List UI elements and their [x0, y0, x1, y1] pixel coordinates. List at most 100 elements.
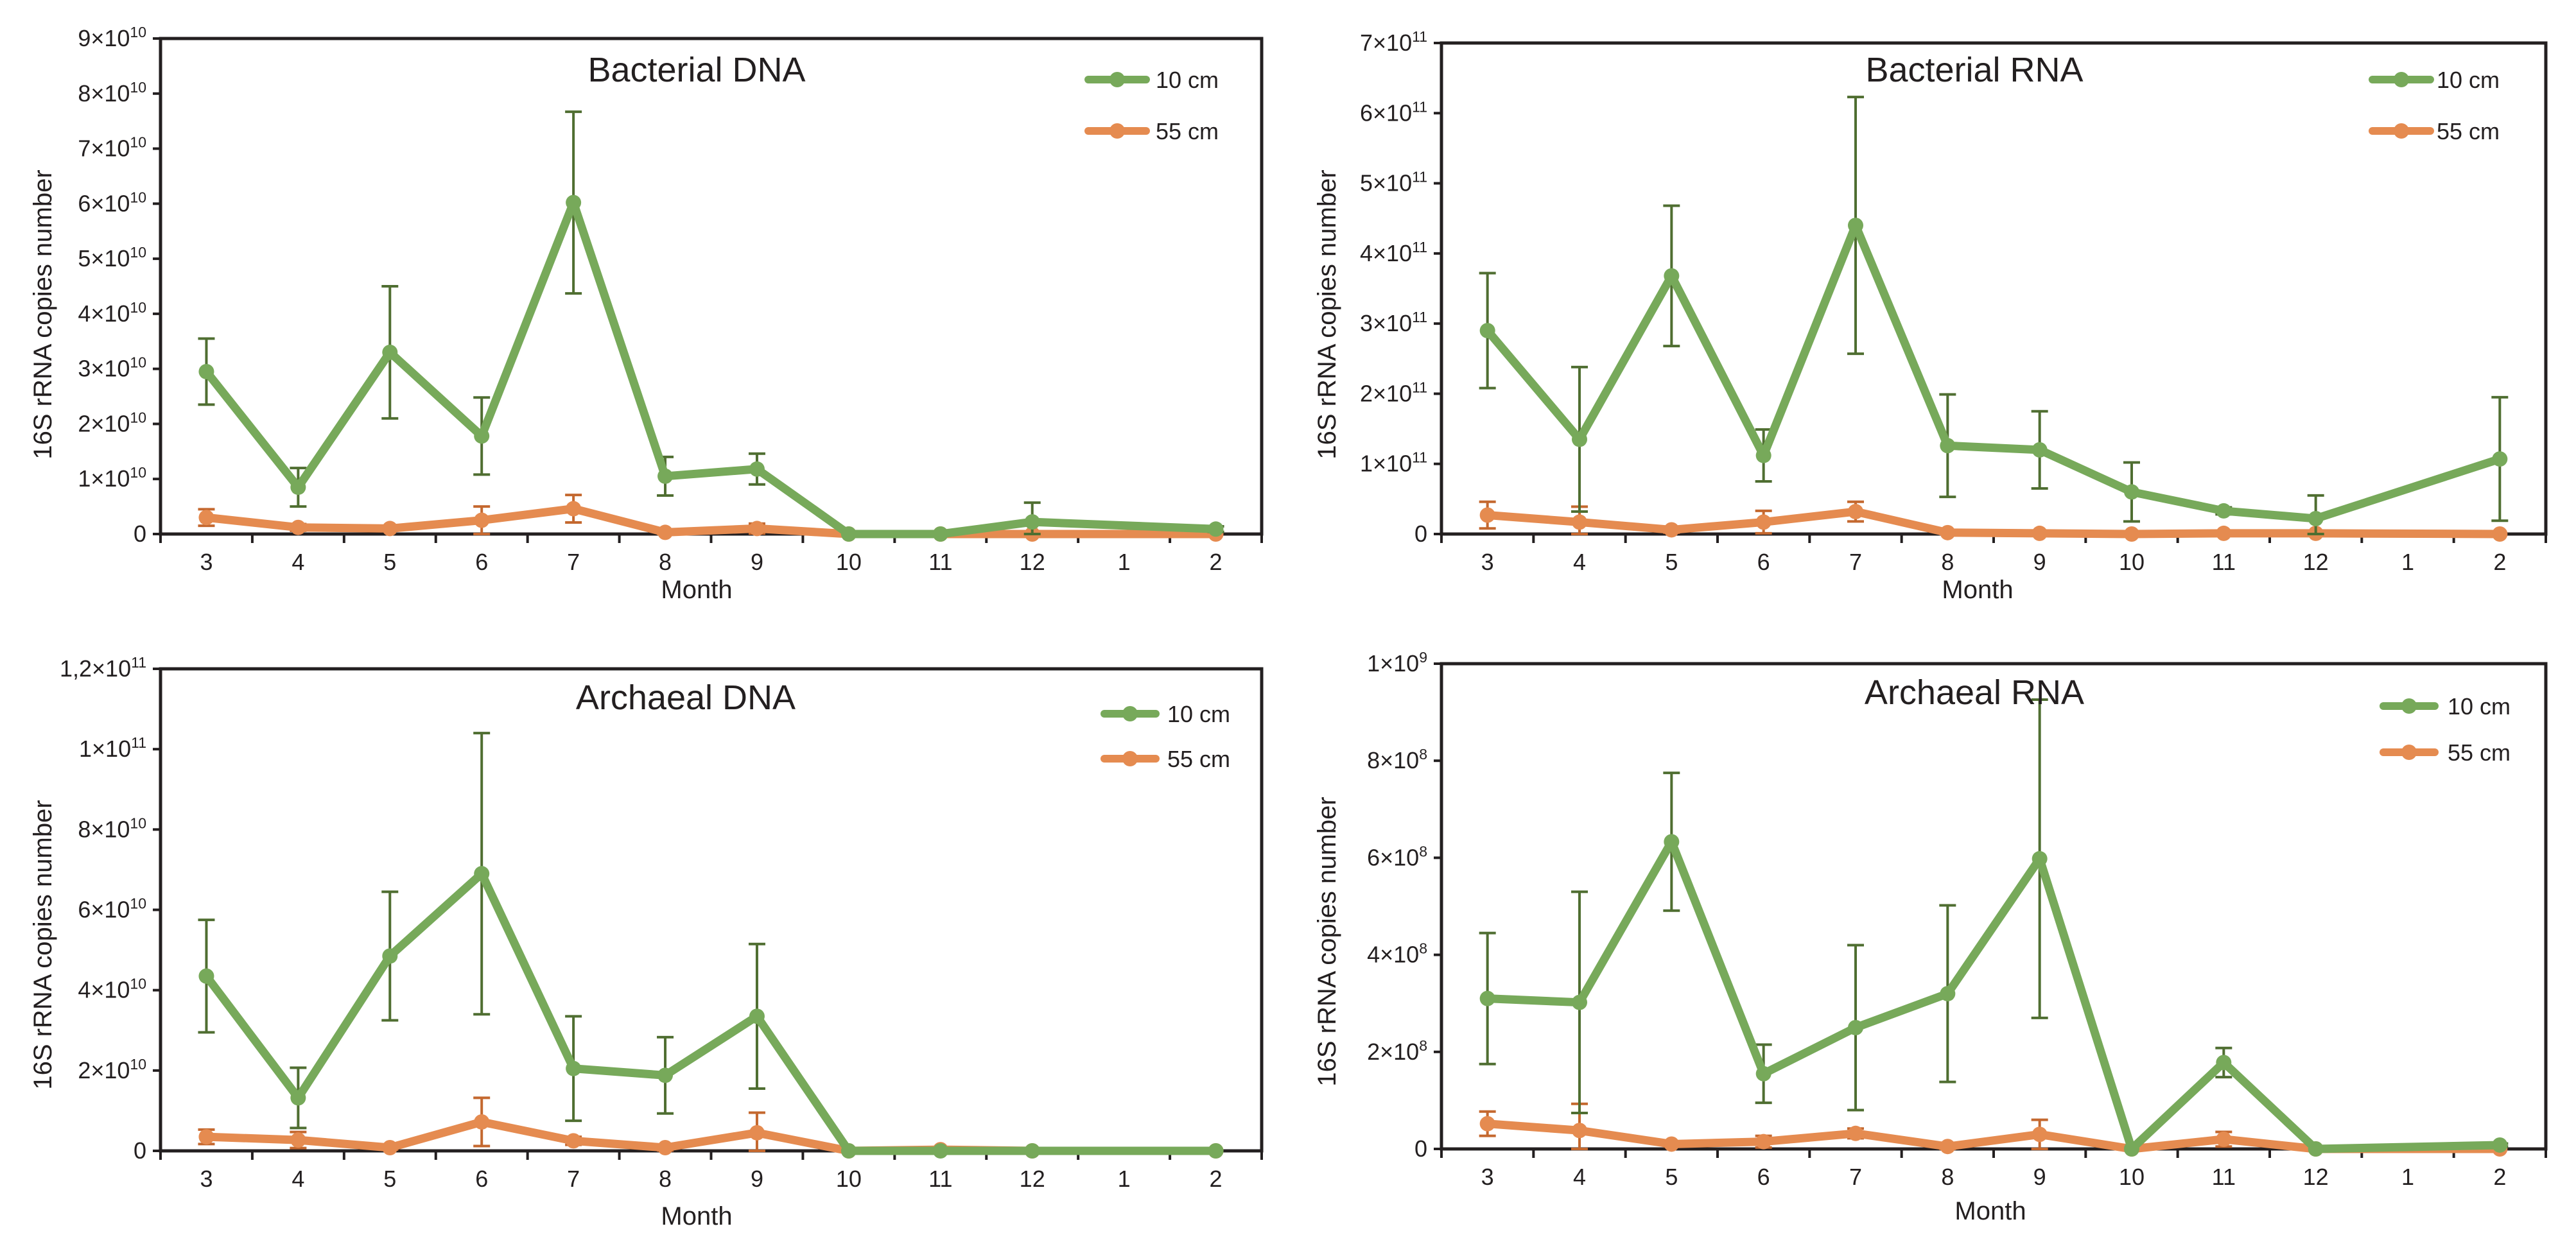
- y-tick-label: 2×1011: [1360, 379, 1427, 406]
- x-tick-label: 12: [2303, 1164, 2329, 1190]
- x-tick-label: 2: [1210, 549, 1223, 575]
- series-10cm: [198, 732, 1224, 1159]
- legend: 10 cm 55 cm: [2369, 67, 2500, 144]
- data-point: [474, 866, 490, 882]
- legend-marker-55cm: [1110, 123, 1125, 139]
- x-tick-label: 5: [1665, 549, 1678, 575]
- legend-entry-10cm: 10 cm: [1084, 67, 1219, 93]
- data-point: [566, 194, 582, 211]
- legend-label-55cm: 55 cm: [1167, 746, 1230, 772]
- data-point: [2124, 526, 2139, 542]
- data-point: [290, 1090, 306, 1106]
- data-point: [1755, 514, 1771, 530]
- x-tick-label: 7: [567, 1166, 580, 1192]
- legend-marker-55cm: [2401, 745, 2417, 760]
- series-10cm: [1479, 698, 2509, 1157]
- legend-marker-10cm: [1110, 72, 1125, 87]
- data-point: [1755, 447, 1771, 463]
- x-tick-label: 4: [1573, 549, 1586, 575]
- legend-label-55cm: 55 cm: [2448, 739, 2511, 766]
- series-line: [202, 869, 1221, 1155]
- y-tick-label: 0: [1414, 521, 1427, 547]
- data-point: [474, 512, 490, 528]
- y-tick-label: 6×108: [1367, 843, 1427, 870]
- legend-entry-10cm: 10 cm: [2380, 693, 2511, 720]
- x-tick-label: 1: [2401, 549, 2414, 575]
- x-tick-label: 11: [928, 1166, 952, 1192]
- plot-frame: [1440, 41, 2548, 536]
- x-axis-label: Month: [661, 576, 732, 604]
- x-tick-label: 4: [292, 1166, 304, 1192]
- data-point: [2216, 503, 2232, 519]
- data-point: [1572, 514, 1587, 530]
- legend-label-10cm: 10 cm: [2448, 693, 2511, 720]
- data-point: [1479, 990, 1495, 1006]
- x-tick-label: 7: [1849, 1164, 1862, 1190]
- data-point: [2124, 1141, 2139, 1157]
- data-point: [1572, 1123, 1587, 1139]
- x-axis-label: Month: [661, 1202, 732, 1230]
- x-tick-label: 1: [2401, 1164, 2414, 1190]
- panel-archaeal-rna: Month 16S rRNA copies number 0 2×108 4×108…: [1313, 649, 2548, 1225]
- y-tick-label: 8×1010: [78, 815, 146, 842]
- x-tick-label: 3: [1481, 549, 1494, 575]
- x-tick-label: 10: [836, 549, 862, 575]
- y-tick-label: 6×1011: [1360, 98, 1427, 126]
- x-tick-label: 2: [1210, 1166, 1223, 1192]
- data-point: [1479, 1116, 1495, 1132]
- data-point: [1848, 218, 1863, 234]
- data-point: [2216, 525, 2232, 541]
- data-point: [1572, 994, 1587, 1010]
- legend: 10 cm 55 cm: [1101, 701, 1230, 772]
- plot-frame: [159, 667, 1264, 1153]
- data-point: [198, 968, 214, 984]
- y-tick-label: 6×1010: [78, 189, 146, 216]
- x-tick-label: 8: [1941, 1164, 1954, 1190]
- chart-title: Archaeal DNA: [576, 678, 796, 717]
- panel-archaeal-dna: Month 16S rRNA copies number 0 2×1010 4×10…: [29, 654, 1264, 1230]
- x-tick-label: 1: [1118, 1166, 1131, 1192]
- y-tick-label: 1×1011: [79, 734, 146, 762]
- x-tick-label: 4: [292, 549, 304, 575]
- panel-bacterial-rna: Month 16S rRNA copies number 0 1×1011 2×10…: [1313, 28, 2548, 604]
- y-tick-label: 3×1011: [1360, 309, 1427, 336]
- y-axis-label: 16S rRNA copies number: [29, 169, 57, 459]
- chart-title: Bacterial DNA: [587, 51, 805, 89]
- legend-marker-55cm: [1122, 751, 1138, 766]
- x-tick-label: 4: [1573, 1164, 1586, 1190]
- data-point: [932, 1143, 948, 1159]
- y-tick-label: 8×108: [1367, 746, 1427, 773]
- x-tick-label: 9: [2033, 549, 2046, 575]
- data-point: [749, 461, 765, 477]
- y-axis-label: 16S rRNA copies number: [1313, 797, 1341, 1086]
- legend-entry-10cm: 10 cm: [1101, 701, 1230, 727]
- legend: 10 cm 55 cm: [1084, 67, 1219, 144]
- x-tick-label: 6: [475, 549, 488, 575]
- y-tick-label: 1,2×1011: [60, 654, 146, 682]
- y-tick-label: 1×1010: [78, 464, 146, 492]
- x-tick-label: 12: [1020, 549, 1045, 575]
- series-10cm: [198, 110, 1224, 542]
- data-point: [1024, 514, 1040, 530]
- data-point: [566, 1060, 582, 1076]
- y-tick-label: 1×109: [1367, 649, 1427, 677]
- series-line: [202, 198, 1221, 539]
- y-tick-label: 7×1011: [1360, 28, 1427, 56]
- y-tick-label: 2×1010: [78, 1056, 146, 1083]
- data-point: [2032, 525, 2048, 541]
- x-tick-label: 8: [659, 549, 672, 575]
- series-10cm: [1479, 96, 2509, 535]
- data-point: [749, 1008, 765, 1024]
- data-point: [749, 521, 765, 537]
- data-point: [1664, 522, 1680, 538]
- x-tick-label: 2: [2493, 1164, 2506, 1190]
- series-line: [1483, 507, 2504, 539]
- data-point: [657, 524, 674, 540]
- plot-frame: [159, 37, 1264, 536]
- data-point: [382, 521, 398, 537]
- data-point: [198, 363, 214, 379]
- y-tick-label: 8×1010: [78, 79, 146, 107]
- data-point: [2124, 484, 2139, 500]
- data-point: [290, 519, 306, 535]
